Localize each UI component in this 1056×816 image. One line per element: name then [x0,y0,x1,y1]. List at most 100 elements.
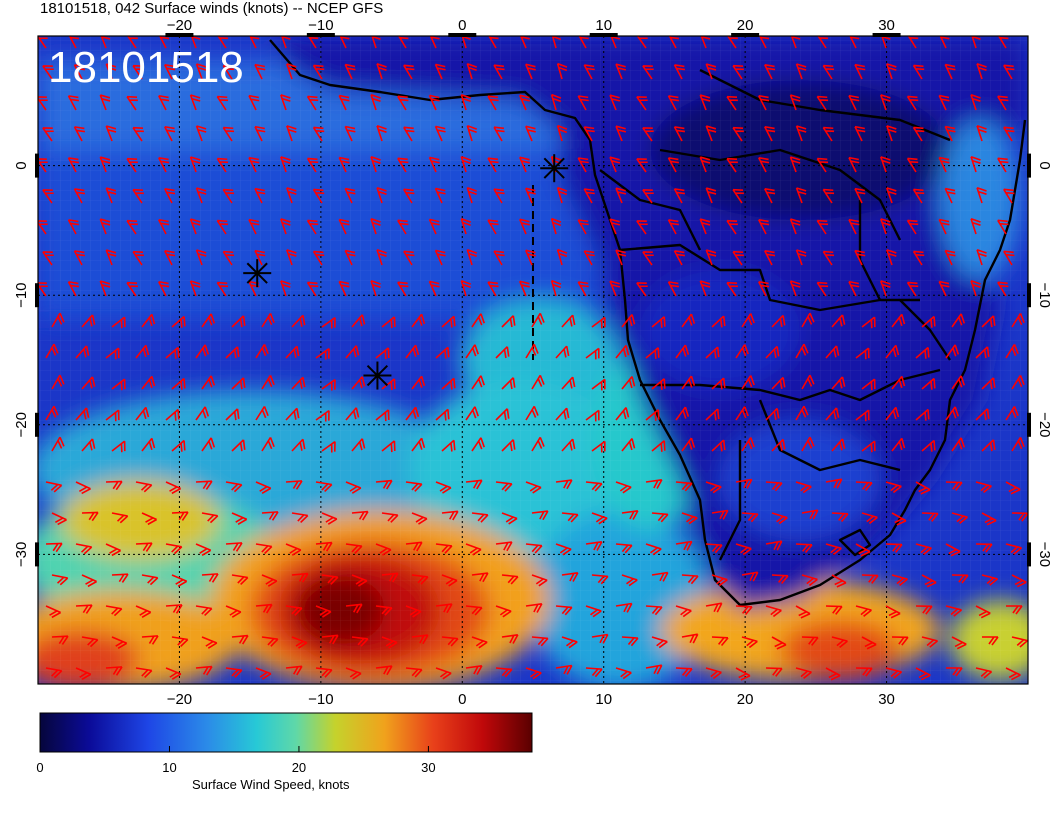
wind-barb [795,63,807,80]
wind-barb [891,574,908,586]
wind-barb [831,574,847,588]
wind-barb [585,347,600,360]
wind-barb [338,218,350,235]
wind-barb [1029,92,1043,110]
wind-speed-field [38,36,1028,684]
wind-barb [460,93,471,111]
wind-barb [861,636,877,650]
wind-barb [442,697,459,707]
wind-barb [370,280,381,297]
wind-barb [970,156,981,173]
wind-barb [615,481,632,494]
wind-barb [771,376,786,390]
wind-barb [285,480,303,490]
wind-barb [375,479,393,490]
wind-barb [831,376,846,390]
wind-barb [471,313,485,328]
wind-barb [495,408,510,421]
wind-barb [861,378,876,391]
wind-barb [75,667,92,680]
wind-barb [906,281,919,297]
wind-barb [111,316,126,329]
wind-barb [615,667,632,680]
wind-barb [938,218,950,235]
wind-barb [645,605,663,616]
wind-barb [816,219,829,235]
wind-barb [758,280,770,297]
wind-barb [642,127,654,142]
wind-barb [1040,513,1056,525]
wind-barb [585,605,602,618]
x-marker-1 [540,154,569,183]
wind-barb [135,481,153,493]
wind-barb [822,188,835,204]
wind-barb [651,440,666,452]
wind-barb [381,316,396,329]
wind-barb [1035,61,1049,79]
wind-barb [164,125,176,142]
wind-barb [556,186,568,204]
wind-barb [216,281,229,297]
wind-barb [675,406,690,421]
wind-barb [891,375,906,390]
wind-barb [531,374,545,390]
wind-barb [880,36,891,49]
wind-barb [556,248,568,266]
wind-barb [132,64,144,80]
wind-barb [699,94,711,111]
wind-barb [105,249,117,266]
wind-barb [315,347,330,360]
wind-barb [997,95,1009,111]
wind-barb [111,378,126,391]
wind-barb [195,665,213,676]
coastline [269,39,1027,607]
wind-barb [403,64,415,80]
wind-barb [42,189,54,204]
wind-barb [636,36,648,49]
wind-barb [758,218,770,235]
wind-barb [764,125,776,142]
wind-barb [321,512,338,525]
wind-barb [726,36,738,49]
wind-barb [519,280,530,297]
wind-barb [975,667,993,679]
wind-barb [434,125,446,142]
frame-tick [35,412,39,437]
wind-barb [886,63,897,80]
wind-barb [105,605,123,617]
wind-barb [465,664,483,675]
lon-tick-label-top: 30 [878,17,895,34]
wind-barb [165,481,182,495]
wind-barb [403,188,415,204]
wind-barb [254,63,266,80]
wind-barb [795,125,807,142]
wind-barb [493,188,505,204]
wind-barb [164,63,176,80]
wind-barb [195,187,207,204]
wind-barb [165,604,183,614]
wind-barb [585,540,603,551]
wind-barb [880,156,891,173]
wind-barb [758,156,770,173]
wind-barb [789,280,801,297]
wind-barb [699,36,711,49]
wind-barb [164,249,176,266]
wind-barb [798,699,816,714]
wind-barb [645,664,663,675]
wind-barb [667,281,679,297]
wind-barb [1011,574,1027,588]
wind-barb [577,219,589,235]
wind-barb [765,481,783,492]
wind-barb [1029,30,1043,48]
wind-barb [291,572,309,583]
wind-barb [1003,188,1015,204]
wind-barb [816,157,829,173]
frame-tick [589,33,618,37]
wind-barb [831,314,846,328]
wind-barb [726,281,738,297]
wind-barb [621,438,636,452]
wind-barb [880,280,891,297]
wind-barb [555,605,573,616]
wind-barb [285,605,303,616]
wind-barb [291,699,308,709]
